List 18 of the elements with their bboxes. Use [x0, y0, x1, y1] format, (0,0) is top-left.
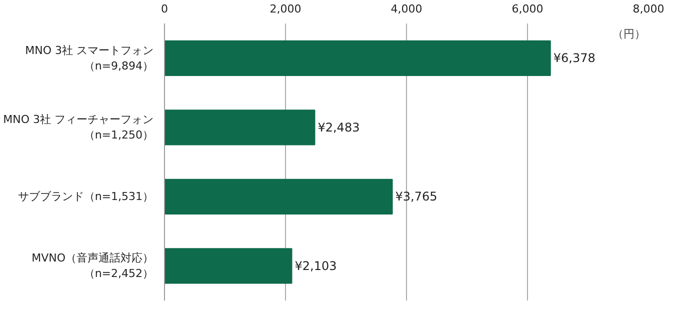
bar [164, 248, 292, 284]
y-tick-label: サブブランド（n=1,531） [18, 190, 154, 204]
data-label: ¥3,765 [395, 190, 438, 204]
x-tick-label: 4,000 [390, 2, 422, 16]
x-axis-title: （円） [612, 28, 646, 40]
bar [164, 110, 316, 146]
data-label: ¥2,483 [318, 120, 360, 134]
y-tick-label: MVNO（音声通話対応）（n=2,452） [32, 252, 154, 280]
x-tick-label: 6,000 [512, 2, 544, 16]
data-label: ¥6,378 [553, 51, 596, 66]
x-tick-label: 0 [161, 2, 168, 16]
bar [164, 40, 551, 76]
x-tick-label: 8,000 [632, 2, 664, 16]
data-label: ¥2,103 [294, 258, 337, 273]
y-tick-label: MNO 3社 スマートフォン（n=9,894） [25, 44, 154, 72]
bar [164, 178, 393, 214]
y-tick-label: MNO 3社 フィーチャーフォン（n=1,250） [3, 113, 154, 142]
x-tick-label: 2,000 [270, 2, 302, 16]
